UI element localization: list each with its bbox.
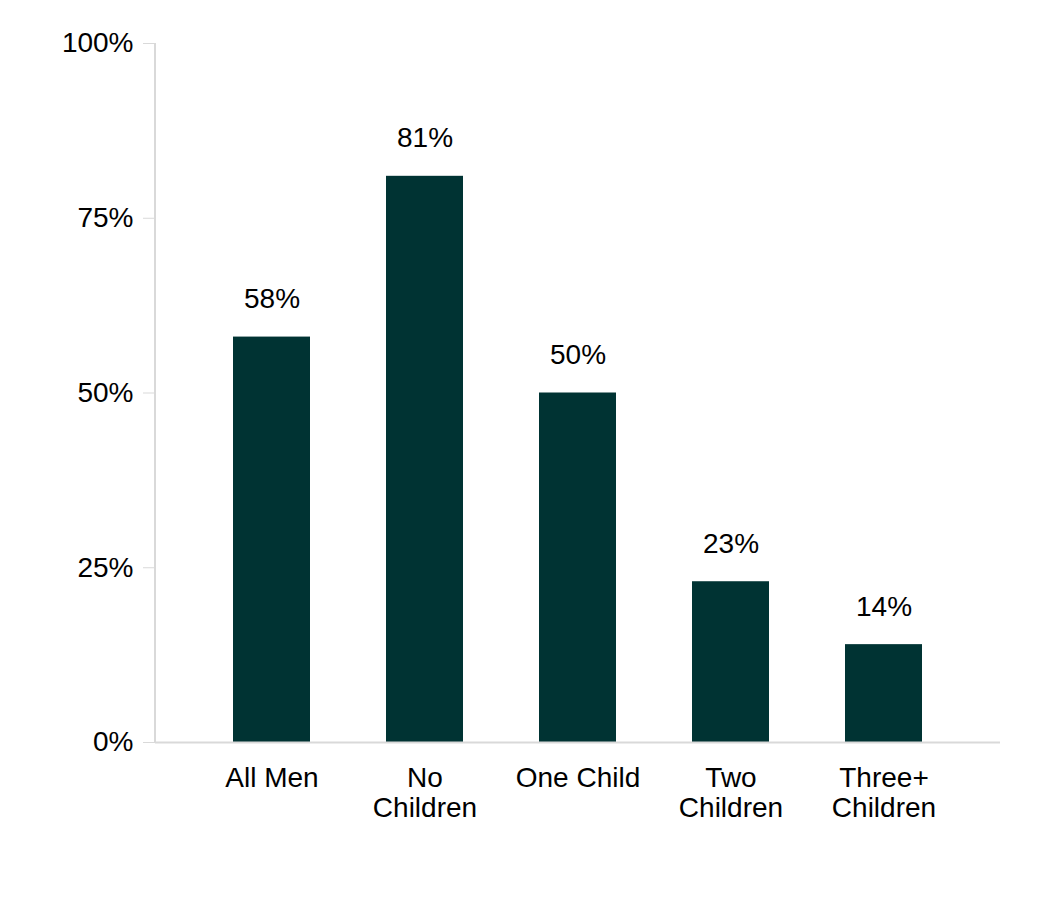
svg-text:50%: 50%: [77, 377, 133, 408]
svg-text:58%: 58%: [244, 283, 300, 314]
svg-text:One Child: One Child: [516, 762, 641, 793]
svg-text:0%: 0%: [93, 726, 133, 757]
svg-text:25%: 25%: [77, 552, 133, 583]
svg-text:23%: 23%: [703, 528, 759, 559]
svg-text:TwoChildren: TwoChildren: [679, 762, 783, 822]
svg-text:Three+Children: Three+Children: [832, 762, 936, 822]
svg-text:81%: 81%: [397, 122, 453, 153]
svg-text:14%: 14%: [856, 591, 912, 622]
svg-text:NoChildren: NoChildren: [373, 762, 477, 822]
svg-text:100%: 100%: [62, 27, 134, 58]
svg-text:50%: 50%: [550, 339, 606, 370]
svg-text:75%: 75%: [77, 202, 133, 233]
svg-text:All Men: All Men: [225, 762, 318, 793]
